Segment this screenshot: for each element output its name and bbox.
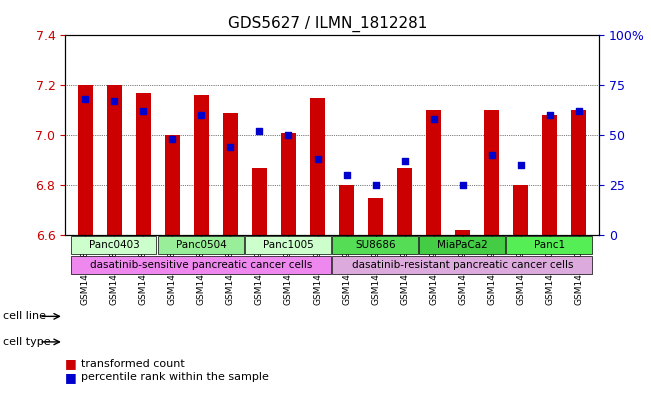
Point [196,112,206,118]
Point [109,98,120,105]
Point [574,108,584,114]
Point [399,158,409,164]
Point [486,152,497,158]
Point [312,156,323,162]
Bar [426,110,441,235]
FancyBboxPatch shape [245,236,331,254]
Point [255,128,265,134]
Point [283,132,294,138]
Point [225,144,236,151]
Text: cell line: cell line [3,311,46,321]
Bar [252,168,267,235]
FancyBboxPatch shape [419,236,505,254]
Text: ■: ■ [65,371,77,384]
FancyBboxPatch shape [332,256,592,274]
Bar [455,230,470,235]
Bar [281,133,296,235]
Bar [368,198,383,235]
Bar [484,110,499,235]
Text: MiaPaCa2: MiaPaCa2 [437,240,488,250]
Text: Panc1: Panc1 [534,240,565,250]
Bar [542,115,557,235]
Bar [572,110,586,235]
Point [370,182,381,188]
Text: ■: ■ [65,357,77,370]
Bar [107,85,122,235]
Bar [223,113,238,235]
Text: dasatinib-sensitive pancreatic cancer cells: dasatinib-sensitive pancreatic cancer ce… [90,260,312,270]
FancyBboxPatch shape [506,236,592,254]
Text: transformed count: transformed count [81,358,185,369]
Text: Panc0403: Panc0403 [89,240,140,250]
Point [516,162,526,168]
FancyBboxPatch shape [71,236,156,254]
Bar [339,185,353,235]
Text: dasatinib-resistant pancreatic cancer cells: dasatinib-resistant pancreatic cancer ce… [352,260,574,270]
Bar [514,185,528,235]
FancyBboxPatch shape [71,256,331,274]
Point [80,96,90,103]
Bar [311,98,325,235]
Point [458,182,468,188]
Text: Panc1005: Panc1005 [263,240,314,250]
Text: Panc0504: Panc0504 [176,240,227,250]
Point [544,112,555,118]
FancyBboxPatch shape [332,236,417,254]
FancyBboxPatch shape [158,236,243,254]
Point [167,136,178,142]
Text: SU8686: SU8686 [355,240,396,250]
Bar [136,93,150,235]
Point [138,108,148,114]
Bar [165,135,180,235]
Bar [194,95,209,235]
Bar [397,168,412,235]
Text: percentile rank within the sample: percentile rank within the sample [81,372,270,382]
Bar [78,85,92,235]
Text: cell type: cell type [3,337,51,347]
Point [428,116,439,123]
Text: GDS5627 / ILMN_1812281: GDS5627 / ILMN_1812281 [228,15,427,32]
Point [341,172,352,178]
